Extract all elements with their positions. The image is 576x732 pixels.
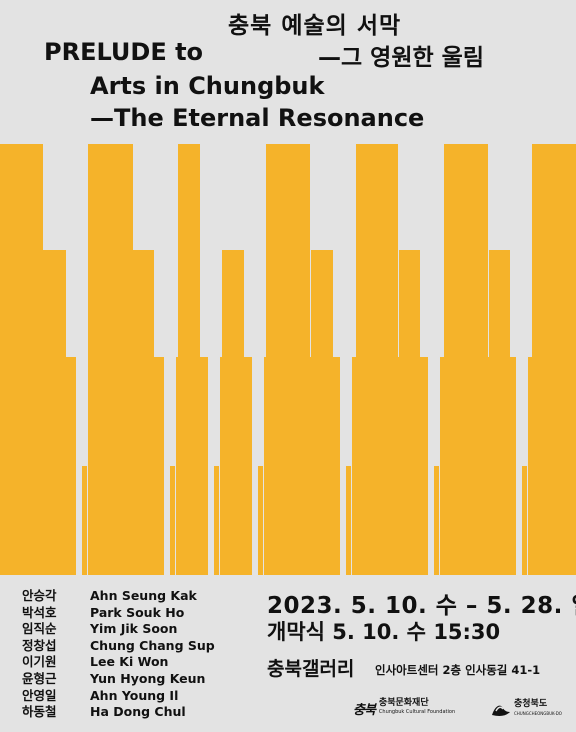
piano-key-block	[104, 466, 109, 575]
artist-english-name: Ha Dong Chul	[90, 704, 186, 720]
piano-key-block	[533, 466, 538, 575]
piano-key-block	[137, 466, 142, 575]
piano-key-block	[412, 466, 417, 575]
piano-key-block	[335, 466, 340, 575]
artist-english-name: Yim Jik Soon	[90, 621, 178, 637]
artist-row: 박석호 Park Souk Ho	[22, 605, 215, 622]
piano-key-block	[38, 466, 43, 575]
piano-key-block	[170, 466, 175, 575]
artist-korean-name: 이기원	[22, 654, 57, 670]
piano-key-block	[346, 466, 351, 575]
piano-key-block	[324, 466, 329, 575]
piano-key-block	[423, 466, 428, 575]
piano-key-block	[368, 466, 373, 575]
english-title-line2: Arts in Chungbuk	[90, 72, 325, 100]
piano-key-block	[478, 466, 483, 575]
piano-key-block	[291, 466, 296, 575]
piano-key-block	[159, 466, 164, 575]
piano-key-block	[93, 466, 98, 575]
korean-title-line1: 충북 예술의 서막	[228, 13, 402, 39]
piano-key-block	[203, 466, 208, 575]
piano-key-block	[181, 466, 186, 575]
foundation-logo-mark: 충북	[353, 702, 376, 718]
artist-row: 하동철 Ha Dong Chul	[22, 704, 215, 721]
artist-row: 임직순 Yim Jik Soon	[22, 621, 215, 638]
piano-key-block	[302, 466, 307, 575]
province-name: 충청북도	[514, 699, 548, 709]
piano-key-block	[434, 466, 439, 575]
piano-key-block	[401, 466, 406, 575]
piano-key-block	[572, 357, 576, 575]
piano-key-block	[192, 466, 197, 575]
piano-key-block	[71, 466, 76, 575]
venue-address: 인사아트센터 2층 인사동길 41-1	[375, 663, 541, 677]
piano-key-block	[126, 466, 131, 575]
foundation-logo: 충북 충북문화재단 Chungbuk Cultural Foundation	[353, 697, 455, 719]
english-title-line3: —The Eternal Resonance	[90, 104, 425, 132]
korean-title-line2: —그 영원한 울림	[318, 45, 484, 71]
piano-key-block	[445, 466, 450, 575]
exhibition-dates: 2023. 5. 10. 수 – 5. 28. 일	[267, 593, 576, 619]
piano-key-block	[258, 466, 263, 575]
piano-key-block	[27, 466, 32, 575]
province-logo: 충청북도 CHUNGCHEONGBUK-DO	[491, 699, 562, 719]
piano-key-block	[214, 466, 219, 575]
piano-key-block	[544, 466, 549, 575]
artist-korean-name: 안영일	[22, 687, 57, 703]
opening-ceremony: 개막식 5. 10. 수 15:30	[267, 620, 501, 644]
artist-english-name: Lee Ki Won	[90, 654, 169, 670]
piano-key-block	[280, 466, 285, 575]
artist-english-name: Park Souk Ho	[90, 604, 185, 620]
piano-key-block	[522, 466, 527, 575]
artist-korean-name: 안승각	[22, 588, 57, 603]
piano-key-block	[82, 466, 87, 575]
piano-key-block	[148, 466, 153, 575]
piano-key-block	[467, 466, 472, 575]
artist-english-name: Ahn Seung Kak	[90, 588, 197, 603]
piano-key-block	[236, 466, 241, 575]
english-title-line1: PRELUDE to	[44, 38, 204, 66]
artist-korean-name: 정창섭	[22, 637, 57, 653]
artist-korean-name: 박석호	[22, 604, 57, 620]
artist-english-name: Chung Chang Sup	[90, 637, 215, 653]
piano-key-block	[247, 466, 252, 575]
artist-korean-name: 하동철	[22, 704, 57, 720]
artist-english-name: Ahn Young Il	[90, 687, 179, 703]
artist-korean-name: 임직순	[22, 621, 57, 637]
piano-key-block	[225, 466, 230, 575]
artist-row: 안영일 Ahn Young Il	[22, 688, 215, 705]
piano-key-block	[489, 466, 494, 575]
piano-key-block	[379, 466, 384, 575]
piano-key-block	[357, 466, 362, 575]
venue-name: 충북갤러리	[267, 658, 355, 680]
province-emblem-icon	[492, 705, 510, 716]
artist-list: 안승각 Ahn Seung Kak 박석호 Park Souk Ho 임직순 Yim …	[22, 588, 215, 721]
piano-key-block	[269, 466, 274, 575]
piano-key-block	[16, 466, 21, 575]
piano-key-block	[115, 466, 120, 575]
piano-key-block	[5, 466, 10, 575]
province-subtitle: CHUNGCHEONGBUK-DO	[514, 711, 562, 716]
artist-row: 정창섭 Chung Chang Sup	[22, 638, 215, 655]
piano-key-block	[49, 466, 54, 575]
piano-key-block	[500, 466, 505, 575]
piano-key-block	[60, 466, 65, 575]
piano-key-block	[390, 466, 395, 575]
artist-english-name: Yun Hyong Keun	[90, 670, 206, 686]
piano-key-block	[313, 466, 318, 575]
piano-key-block	[555, 466, 560, 575]
artist-row: 윤형근 Yun Hyong Keun	[22, 671, 215, 688]
foundation-subtitle: Chungbuk Cultural Foundation	[378, 709, 456, 715]
piano-key-block	[511, 466, 516, 575]
foundation-name: 충북문화재단	[378, 698, 429, 708]
piano-key-block	[456, 466, 461, 575]
piano-key-block	[566, 466, 571, 575]
artist-row: 이기원 Lee Ki Won	[22, 654, 215, 671]
artist-row: 안승각 Ahn Seung Kak	[22, 588, 215, 605]
artist-korean-name: 윤형근	[22, 670, 57, 686]
